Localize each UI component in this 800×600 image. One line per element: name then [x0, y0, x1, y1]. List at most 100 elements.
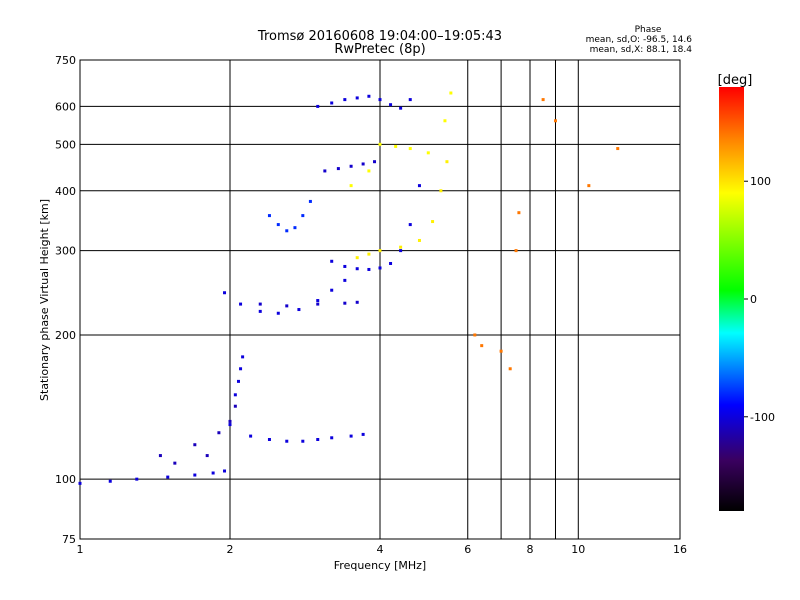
y-tick-label: 300 — [55, 245, 76, 258]
data-point — [343, 301, 347, 305]
data-point — [355, 300, 359, 304]
data-points — [78, 91, 620, 485]
y-tick-label: 200 — [55, 329, 76, 342]
data-point — [517, 211, 521, 215]
x-tick-label: 1 — [77, 543, 84, 556]
data-point — [378, 98, 382, 102]
data-point — [330, 101, 334, 105]
data-point — [349, 184, 353, 188]
stats-heading: Phase — [635, 25, 662, 35]
data-point — [330, 436, 334, 440]
data-point — [173, 461, 177, 465]
stats-x-line: mean, sd,X: 88.1, 18.4 — [590, 45, 693, 55]
data-point — [316, 302, 320, 306]
data-point — [239, 302, 243, 306]
data-point — [308, 199, 312, 203]
data-point — [553, 119, 557, 123]
data-point — [108, 479, 112, 483]
data-point — [301, 214, 305, 218]
colorbar-tick-label: 0 — [750, 293, 757, 306]
y-axis-label: Stationary phase Virtual Height [km] — [38, 199, 51, 401]
y-tick-label: 500 — [55, 138, 76, 151]
data-point — [449, 91, 453, 95]
y-tick-label: 600 — [55, 100, 76, 113]
data-point — [233, 393, 237, 397]
data-point — [541, 98, 545, 102]
data-point — [378, 266, 382, 270]
x-tick-label: 2 — [227, 543, 234, 556]
data-point — [408, 223, 412, 227]
data-point — [316, 299, 320, 303]
data-point — [367, 169, 371, 173]
data-point — [330, 288, 334, 292]
data-point — [367, 267, 371, 271]
x-axis-label: Frequency [MHz] — [334, 559, 426, 572]
data-point — [343, 264, 347, 268]
data-point — [239, 367, 243, 371]
data-point — [367, 252, 371, 256]
data-point — [399, 106, 403, 110]
data-point — [343, 278, 347, 282]
data-point — [399, 249, 403, 253]
x-tick-label: 8 — [527, 543, 534, 556]
data-point — [394, 144, 398, 148]
colorbar-label: [deg] — [718, 73, 753, 88]
y-tick-label: 750 — [55, 54, 76, 67]
x-tick-label: 4 — [377, 543, 384, 556]
data-point — [158, 454, 162, 458]
data-point — [285, 304, 289, 308]
data-point — [285, 439, 289, 443]
data-point — [223, 291, 227, 295]
data-point — [316, 104, 320, 108]
data-point — [399, 245, 403, 249]
data-point — [236, 379, 240, 383]
data-point — [439, 189, 443, 193]
data-point — [211, 471, 215, 475]
data-point — [408, 98, 412, 102]
y-tick-label: 75 — [62, 533, 76, 546]
data-point — [389, 103, 393, 107]
data-point — [508, 367, 512, 371]
data-point — [205, 454, 209, 458]
data-point — [349, 164, 353, 168]
data-point — [443, 119, 447, 123]
colorbar-tick-label: 100 — [750, 175, 771, 188]
chart-subtitle: RwPretec (8p) — [334, 42, 425, 57]
data-point — [616, 147, 620, 151]
data-point — [378, 249, 382, 253]
data-point — [373, 160, 377, 164]
stats-o-line: mean, sd,O: -96.5, 14.6 — [586, 35, 693, 45]
data-point — [249, 434, 253, 438]
data-point — [276, 311, 280, 315]
data-point — [445, 160, 449, 164]
data-point — [241, 355, 245, 359]
data-point — [135, 477, 139, 481]
data-point — [228, 419, 232, 423]
data-point — [473, 333, 477, 337]
data-point — [166, 475, 170, 479]
data-point — [378, 142, 382, 146]
x-tick-labels: 1 2 4 6 8 10 16 — [77, 543, 688, 556]
data-point — [349, 434, 353, 438]
data-point — [367, 94, 371, 98]
data-point — [499, 349, 503, 353]
data-point — [267, 214, 271, 218]
chart-title: Tromsø 20160608 19:04:00–19:05:43 — [257, 29, 502, 44]
data-point — [587, 184, 591, 188]
data-point — [417, 184, 421, 188]
data-point — [223, 469, 227, 473]
data-point — [267, 438, 271, 442]
y-tick-label: 400 — [55, 185, 76, 198]
data-point — [217, 431, 221, 435]
data-point — [228, 423, 232, 427]
data-point — [431, 220, 435, 224]
colorbar-tick-label: -100 — [750, 411, 775, 424]
data-point — [323, 169, 327, 173]
data-point — [343, 98, 347, 102]
x-tick-label: 10 — [571, 543, 585, 556]
data-point — [361, 162, 365, 166]
data-point — [514, 249, 518, 253]
data-point — [336, 167, 340, 171]
